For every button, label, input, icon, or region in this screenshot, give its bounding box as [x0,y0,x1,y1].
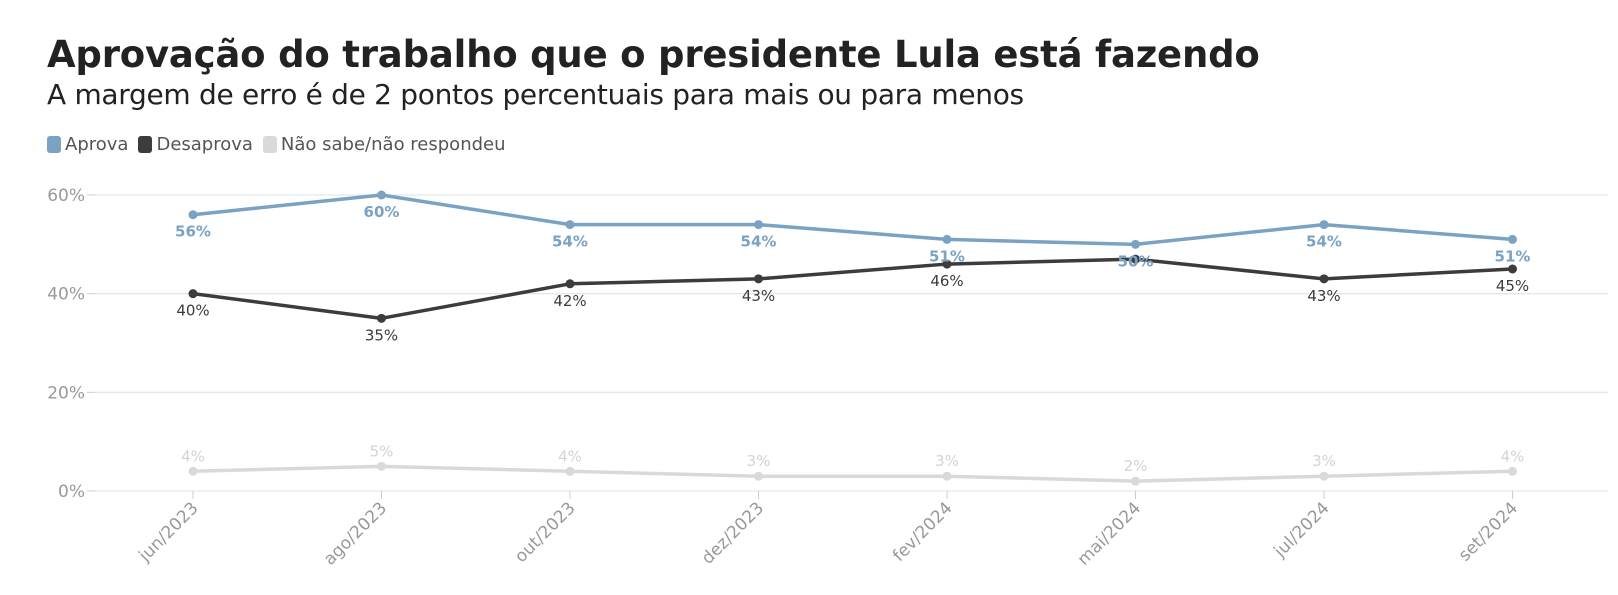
data-label: 54% [741,233,777,251]
data-point[interactable] [754,220,763,230]
legend-item-desaprova[interactable]: Desaprova [138,134,253,155]
data-label: 35% [365,326,398,344]
data-label: 42% [553,292,586,310]
data-label: 4% [558,447,582,465]
x-tick-label: out/2023 [511,498,579,566]
x-tick-label: fev/2024 [889,498,957,566]
legend-label-aprova: Aprova [65,134,129,155]
data-label: 54% [552,233,588,251]
chart-subtitle: A margem de erro é de 2 pontos percentua… [47,78,1024,111]
data-point[interactable] [1319,220,1329,230]
data-point[interactable] [754,274,763,284]
data-point[interactable] [565,279,575,289]
data-label: 46% [930,272,963,290]
series-line-0 [191,193,1515,247]
data-label: 3% [747,452,771,470]
data-point[interactable] [188,210,198,220]
legend-swatch-desaprova [138,136,153,153]
data-label: 54% [1306,233,1342,251]
data-point[interactable] [565,466,575,476]
data-label: 40% [176,302,209,320]
data-label: 60% [364,203,400,221]
data-point[interactable] [942,234,952,244]
data-point[interactable] [1131,476,1140,486]
data-point[interactable] [942,259,952,269]
data-point[interactable] [1319,274,1329,284]
data-point[interactable] [188,289,198,299]
data-label: 3% [1312,452,1336,470]
legend-swatch-nao-sabe [262,136,277,153]
series-group [188,190,1517,486]
x-tick-label: jun/2023 [134,498,202,566]
x-tick-label: set/2024 [1455,498,1522,565]
y-axis: 0% 20% 40% 60% [47,186,95,502]
data-label: 2% [1124,457,1148,475]
y-tick-label: 20% [47,383,85,403]
legend-label-desaprova: Desaprova [156,134,253,155]
legend-label-nao-sabe: Não sabe/não respondeu [280,134,506,155]
data-point[interactable] [754,471,763,481]
y-tick-label: 0% [58,482,85,502]
data-label: 45% [1496,277,1529,295]
legend-item-nao-sabe[interactable]: Não sabe/não respondeu [262,134,506,155]
data-point[interactable] [188,466,198,476]
x-tick-label: jul/2024 [1270,498,1334,562]
x-tick-label: ago/2023 [320,498,391,569]
data-point[interactable] [1131,239,1140,249]
data-point[interactable] [1131,254,1140,264]
data-labels: 56% 60% 54% 54% 51% 50% 54% 51% 40% 35% 42% 43% 46% 4… [175,203,1530,475]
data-point[interactable] [565,220,575,230]
legend-item-aprova[interactable]: Aprova [47,134,128,155]
data-label: 43% [742,287,775,305]
data-point[interactable] [377,313,386,323]
data-point[interactable] [377,190,386,200]
x-tick-label: mai/2024 [1074,498,1145,569]
data-point[interactable] [1508,264,1517,274]
data-point[interactable] [1508,234,1517,244]
data-label: 43% [1307,287,1340,305]
data-label: 50% [1118,252,1154,270]
y-tick-label: 60% [47,186,85,206]
x-axis: jun/2023 ago/2023 out/2023 dez/2023 fev/2024… [134,491,1522,570]
legend: Aprova Desaprova Não sabe/não respondeu [47,134,516,155]
data-point[interactable] [1508,466,1517,476]
data-label: 51% [929,247,965,265]
data-point[interactable] [1319,471,1329,481]
data-label: 4% [181,447,205,465]
data-label: 51% [1495,247,1531,265]
y-tick-label: 40% [47,285,85,305]
data-label: 5% [370,442,394,460]
chart-title: Aprovação do trabalho que o presidente L… [47,33,1260,76]
legend-swatch-aprova [47,136,61,153]
x-tick-label: dez/2023 [698,498,768,568]
data-label: 4% [1501,447,1525,465]
data-point[interactable] [942,471,952,481]
data-point[interactable] [377,461,386,471]
data-label: 56% [175,223,211,241]
series-line-1 [191,257,1515,321]
data-label: 3% [935,452,959,470]
series-line-2 [191,464,1515,483]
gridlines [95,194,1608,492]
